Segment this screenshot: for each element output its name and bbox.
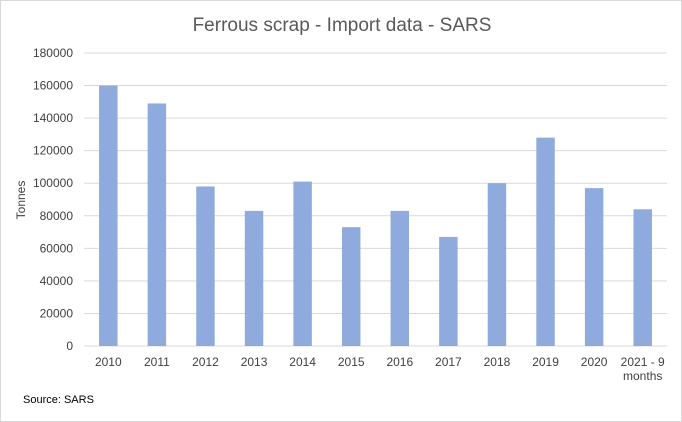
chart-title: Ferrous scrap - Import data - SARS bbox=[193, 15, 492, 36]
x-tick-label-line: 2021 - 9 bbox=[621, 355, 665, 369]
x-tick-label: 2014 bbox=[289, 355, 316, 369]
x-tick-label-line: months bbox=[623, 369, 662, 383]
y-tick-label: 20000 bbox=[40, 306, 74, 320]
x-tick-label: 2021 - 9 months bbox=[621, 355, 665, 383]
x-tick-label: 2015 bbox=[338, 355, 365, 369]
y-tick-label: 100000 bbox=[33, 176, 73, 190]
bar-2018 bbox=[487, 183, 507, 346]
bar-2015 bbox=[341, 227, 361, 346]
x-axis-ticks: 2010 2011 2012 2013 2014 2015 2016 2017 2018 2019… bbox=[95, 355, 665, 383]
source-note: Source: SARS bbox=[23, 394, 94, 406]
bar-2011 bbox=[147, 103, 167, 346]
bar-2021-9-months bbox=[633, 209, 652, 346]
bar-2019 bbox=[536, 137, 555, 346]
x-tick-label-line: 2020 bbox=[581, 355, 608, 369]
x-tick-label-line: 2019 bbox=[532, 355, 559, 369]
x-tick-label: 2018 bbox=[484, 355, 511, 369]
x-tick-label: 2020 bbox=[581, 355, 608, 369]
bar-2013 bbox=[244, 210, 264, 346]
x-tick-label-line: 2016 bbox=[386, 355, 413, 369]
y-tick-label: 140000 bbox=[33, 111, 73, 125]
x-tick-label-line: 2010 bbox=[95, 355, 122, 369]
y-tick-label: 40000 bbox=[40, 274, 74, 288]
y-tick-label: 120000 bbox=[33, 144, 73, 158]
bar-2016 bbox=[390, 210, 410, 346]
y-tick-label: 80000 bbox=[40, 209, 74, 223]
x-tick-label-line: 2018 bbox=[484, 355, 511, 369]
x-tick-label-line: 2012 bbox=[192, 355, 219, 369]
x-tick-label-line: 2014 bbox=[289, 355, 316, 369]
x-tick-label: 2011 bbox=[144, 355, 170, 369]
x-tick-label: 2016 bbox=[386, 355, 413, 369]
x-tick-label: 2012 bbox=[192, 355, 219, 369]
bars bbox=[99, 85, 652, 347]
bar-2012 bbox=[196, 186, 215, 346]
bar-2010 bbox=[99, 85, 118, 347]
y-tick-label: 160000 bbox=[33, 79, 73, 93]
gridlines bbox=[84, 52, 667, 347]
x-tick-label: 2019 bbox=[532, 355, 559, 369]
bar-2014 bbox=[293, 181, 312, 346]
x-tick-label: 2010 bbox=[95, 355, 122, 369]
x-tick-label-line: 2017 bbox=[435, 355, 462, 369]
x-tick-label-line: 2011 bbox=[144, 355, 170, 369]
y-tick-label: 180000 bbox=[33, 46, 73, 60]
y-axis-title: Tonnes bbox=[14, 181, 28, 220]
x-tick-label: 2013 bbox=[241, 355, 268, 369]
x-tick-label-line: 2013 bbox=[241, 355, 268, 369]
y-tick-label: 0 bbox=[66, 339, 73, 353]
x-tick-label: 2017 bbox=[435, 355, 462, 369]
bar-2020 bbox=[584, 188, 604, 346]
bar-2017 bbox=[439, 236, 458, 346]
y-tick-label: 60000 bbox=[40, 241, 74, 255]
y-axis-ticks: 0 20000 40000 60000 80000 100000 120000 140000 1… bbox=[33, 46, 73, 353]
x-tick-label-line: 2015 bbox=[338, 355, 365, 369]
